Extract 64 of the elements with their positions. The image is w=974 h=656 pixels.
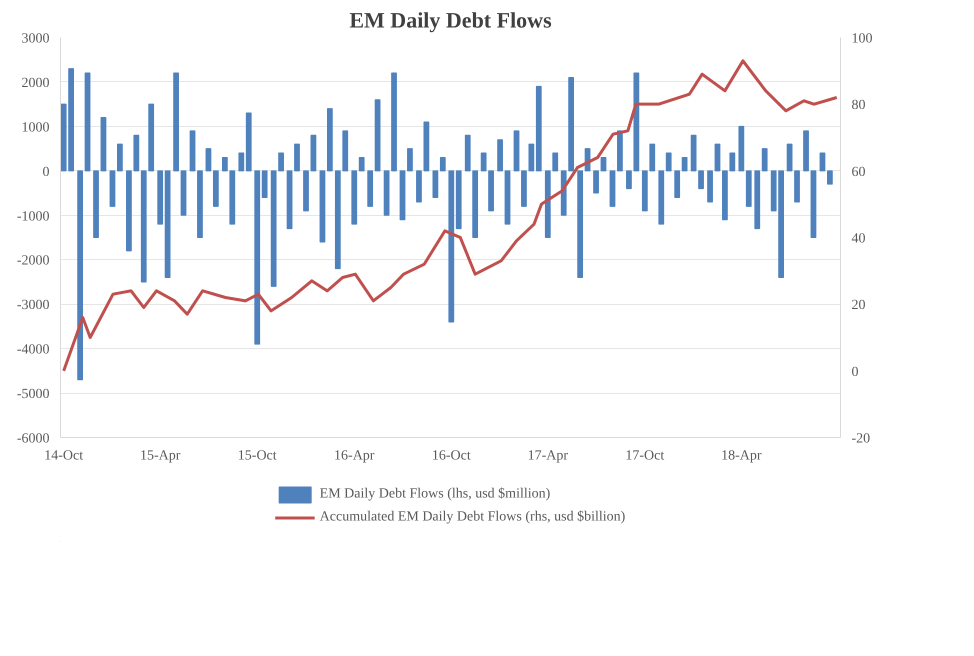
bar [456, 170, 462, 230]
bar [729, 152, 736, 172]
bar [148, 104, 154, 172]
bar [666, 152, 672, 172]
bar [762, 148, 768, 172]
x-tick-label: 16-Apr [334, 448, 375, 464]
bar [544, 170, 551, 238]
y-tick-label: 1000 [22, 120, 50, 136]
bar [649, 144, 656, 172]
bar [238, 152, 244, 172]
bar [432, 170, 438, 198]
bar [140, 170, 147, 282]
chart-title: EM Daily Debt Flows [349, 8, 552, 32]
y2-tick-label: -20 [852, 432, 870, 446]
bar [133, 134, 140, 172]
bar [126, 170, 132, 252]
line-series [62, 59, 838, 372]
y-tick-label: 0 [42, 164, 50, 180]
y-tick-label: -5000 [16, 387, 50, 402]
bar [464, 134, 471, 172]
bar [738, 126, 744, 172]
bar [448, 170, 454, 322]
bar [746, 170, 752, 207]
bar [528, 144, 534, 172]
x-tick-label: 15-Apr [140, 448, 181, 464]
bar [254, 170, 260, 345]
bar [262, 170, 268, 198]
bar [642, 170, 648, 212]
y-tick-label: 3000 [22, 32, 50, 46]
bar [552, 152, 558, 172]
bar [754, 170, 760, 230]
y2-tick-label: 100 [852, 32, 872, 46]
y2-tick-label: 40 [852, 232, 866, 246]
bar [480, 152, 487, 172]
x-tick-label: 18-Apr [721, 448, 762, 464]
y-tick-label: -1000 [16, 209, 50, 224]
bar [633, 72, 640, 172]
y2-tick-label: 60 [852, 164, 866, 180]
y-tick-label: -2000 [16, 254, 50, 269]
bar [440, 157, 446, 172]
bar [351, 170, 358, 225]
bar [536, 86, 542, 172]
bar [488, 170, 494, 212]
legend-label: EM Daily Debt Flows (lhs, usd $million) [320, 486, 550, 502]
bar [658, 170, 664, 225]
y-tick-label: -3000 [16, 298, 50, 314]
y-tick-label: 2000 [22, 76, 50, 91]
y-tick-label: -4000 [16, 342, 50, 358]
x-tick-label: 14-Oct [44, 448, 84, 464]
y2-tick-label: 0 [852, 364, 858, 380]
y-tick-label: -6000 [16, 432, 50, 446]
bar [334, 170, 341, 270]
bar [246, 112, 252, 172]
bar [342, 130, 348, 172]
y2-tick-label: 20 [852, 298, 866, 314]
legend-label: Accumulated EM Daily Debt Flows (rhs, usd $billion) [320, 510, 626, 526]
x-tick-label: 17-Apr [528, 448, 568, 464]
x-tick-label: 17-Oct [625, 448, 664, 464]
y2-tick-label: 80 [852, 98, 866, 114]
bar [472, 170, 478, 238]
bar [626, 170, 632, 190]
x-tick-label: 16-Oct [432, 448, 471, 464]
bar [358, 157, 365, 172]
x-tick-label: 15-Oct [238, 448, 277, 464]
